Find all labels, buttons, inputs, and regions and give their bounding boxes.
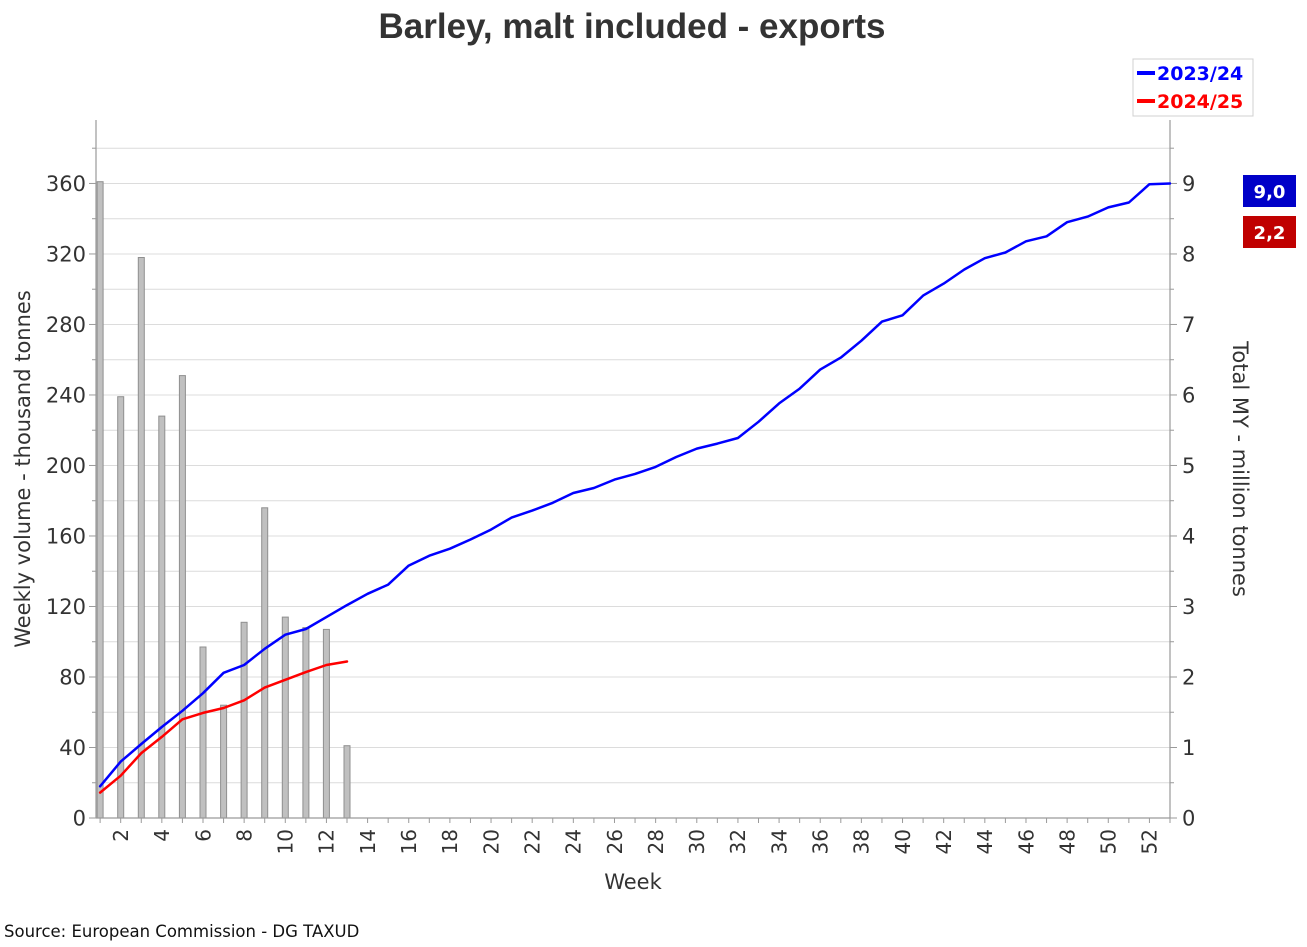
- y2-tick-label: 4: [1182, 525, 1195, 549]
- x-tick-label: 16: [397, 829, 421, 854]
- y-tick-label: 360: [46, 172, 86, 196]
- x-tick-label: 6: [191, 829, 215, 842]
- bar-week-13: [343, 745, 351, 819]
- bar-week-7: [220, 704, 228, 819]
- y2-tick-label: 6: [1182, 384, 1195, 408]
- gridlines: [96, 147, 1170, 784]
- y2-tick-label: 8: [1182, 243, 1195, 267]
- y-tick-label: 0: [73, 807, 86, 831]
- x-tick-label: 8: [232, 829, 256, 842]
- badge-2024-25-total: [1243, 216, 1296, 248]
- x-tick-label: 36: [809, 829, 833, 854]
- badge-2023-24-total-label: 9,0: [1254, 182, 1286, 203]
- legend-label-2023-24: 2023/24: [1157, 63, 1243, 85]
- x-tick-label: 48: [1055, 829, 1079, 854]
- y-tick-label: 160: [46, 525, 86, 549]
- x-tick-label: 22: [521, 829, 545, 854]
- y-tick-label: 200: [46, 454, 86, 478]
- y2-tick-label: 1: [1182, 736, 1195, 760]
- y-tick-label: 80: [59, 666, 86, 690]
- bar-week-9: [261, 507, 269, 819]
- y-tick-label: 320: [46, 243, 86, 267]
- bar-week-3: [137, 257, 145, 819]
- x-tick-label: 14: [356, 829, 380, 854]
- bar-week-8: [240, 621, 248, 819]
- y2-axis-label: Total MY - million tonnes: [1228, 340, 1252, 597]
- legend-box: [1132, 58, 1254, 117]
- x-tick-label: 12: [315, 829, 339, 854]
- y-tick-label: 280: [46, 313, 86, 337]
- x-tick-label: 30: [685, 829, 709, 854]
- x-tick-label: 18: [438, 829, 462, 854]
- y2-tick-label: 5: [1182, 454, 1195, 478]
- bar-week-11: [302, 627, 310, 819]
- series-line-2023-24: [98, 182, 1172, 788]
- y2-tick-label: 2: [1182, 666, 1195, 690]
- x-tick-label: 42: [932, 829, 956, 854]
- bar-week-5: [178, 375, 186, 819]
- x-tick-label: 50: [1097, 829, 1121, 854]
- x-tick-label: 26: [603, 829, 627, 854]
- x-tick-label: 4: [150, 829, 174, 842]
- x-tick-label: 2: [109, 829, 133, 842]
- x-tick-label: 20: [479, 829, 503, 854]
- x-tick-label: 10: [274, 829, 298, 854]
- y-tick-label: 40: [59, 736, 86, 760]
- bar-week-12: [322, 628, 330, 819]
- bar-week-1: [96, 181, 104, 819]
- x-axis-label: Week: [604, 870, 662, 894]
- y-tick-label: 120: [46, 595, 86, 619]
- badge-2023-24-total: [1243, 175, 1296, 207]
- y-tick-label: 240: [46, 384, 86, 408]
- y2-tick-label: 0: [1182, 807, 1195, 831]
- y2-tick-label: 9: [1182, 172, 1195, 196]
- x-tick-label: 32: [726, 829, 750, 854]
- x-tick-label: 38: [850, 829, 874, 854]
- x-tick-label: 44: [973, 829, 997, 854]
- x-tick-label: 24: [562, 829, 586, 854]
- x-tick-label: 46: [1014, 829, 1038, 854]
- badge-2024-25-total-label: 2,2: [1254, 223, 1286, 244]
- chart-title: Barley, malt included - exports: [379, 7, 886, 46]
- total-badges: 9,0 2,2: [1243, 175, 1296, 248]
- x-tick-label: 52: [1138, 829, 1162, 854]
- x-tick-label: 28: [644, 829, 668, 854]
- source-note: Source: European Commission - DG TAXUD: [4, 922, 359, 941]
- y2-tick-label: 3: [1182, 595, 1195, 619]
- bar-week-4: [158, 415, 166, 819]
- x-tick-label: 34: [767, 829, 791, 854]
- y2-tick-label: 7: [1182, 313, 1195, 337]
- y-axis-label: Weekly volume - thousand tonnes: [11, 290, 35, 648]
- axes: [89, 120, 1177, 823]
- bar-week-10: [281, 616, 289, 819]
- bar-week-2: [117, 396, 125, 819]
- legend: 2023/24 2024/25: [1132, 58, 1254, 117]
- x-tick-label: 40: [891, 829, 915, 854]
- line-series: [98, 182, 1172, 794]
- legend-label-2024-25: 2024/25: [1157, 91, 1243, 113]
- series-line-2024-25: [98, 660, 349, 794]
- bar-week-6: [199, 646, 207, 819]
